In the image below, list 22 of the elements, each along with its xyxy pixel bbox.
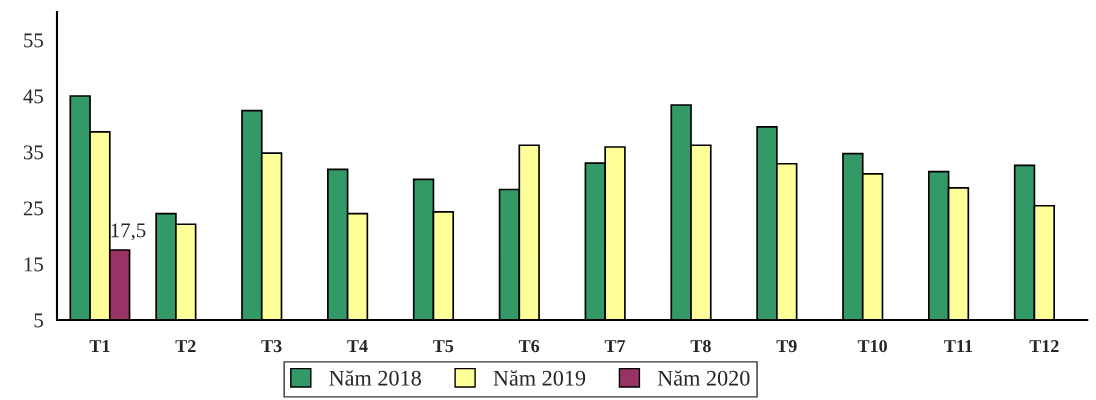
x-tick-label: T4 [347,340,368,352]
x-tick-label: T8 [690,339,711,353]
x-tick-label: T3 [261,340,282,353]
legend-label: Năm 2018 [329,370,421,386]
x-tick-label: T9 [776,340,797,353]
x-tick-label: T6 [518,340,540,353]
y-tick-label: 35 [23,145,43,160]
x-tick-label: T12 [1029,340,1059,352]
x-tick-label: T2 [175,340,196,352]
x-tick-label: T7 [604,340,626,352]
data-label: 17,5 [111,223,146,241]
y-tick-label: 5 [34,313,43,328]
x-tick-label: T10 [857,339,887,353]
x-tick-label: T11 [944,340,973,352]
x-tick-label: T5 [433,340,454,353]
y-tick-label: 15 [24,257,43,272]
legend-label: Năm 2020 [657,370,750,386]
y-tick-label: 55 [24,33,43,48]
x-tick-label: T1 [89,340,110,352]
y-tick-label: 25 [23,201,43,216]
y-tick-label: 45 [23,89,43,104]
legend-label: Năm 2019 [493,370,586,386]
